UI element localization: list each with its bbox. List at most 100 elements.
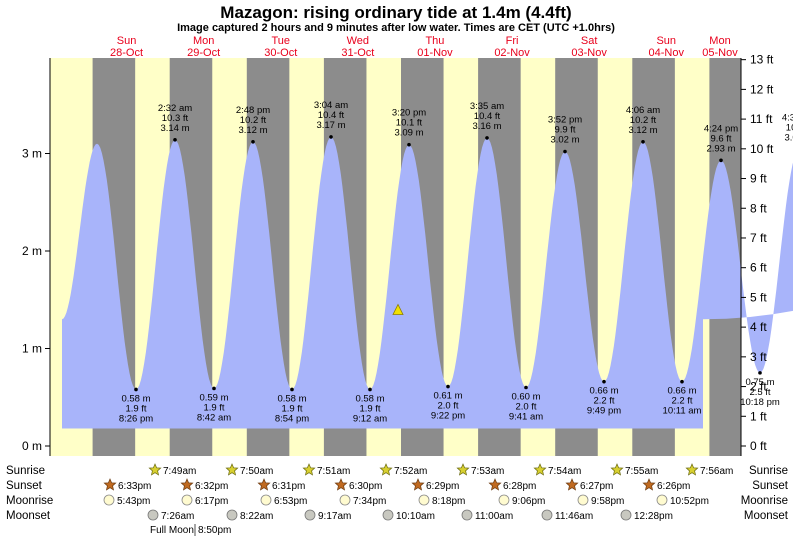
low-tide-time: 9:41 am xyxy=(509,412,543,423)
moonrise-time: 5:43pm xyxy=(117,496,150,507)
sunrise-icon xyxy=(456,463,470,476)
moonset-icon xyxy=(541,509,553,521)
right-tick-label: 13 ft xyxy=(750,53,774,67)
sunset-icon xyxy=(642,478,656,491)
low-tide-point xyxy=(134,387,138,392)
moonrise-icon xyxy=(260,494,272,506)
day-name: Sun xyxy=(117,35,137,47)
chart-subtitle: Image captured 2 hours and 9 minutes aft… xyxy=(177,22,615,34)
high-tide-point xyxy=(485,136,489,140)
low-tide-time: 10:11 am xyxy=(663,406,702,417)
left-tick-label: 0 m xyxy=(22,439,42,453)
row-label-left: Sunset xyxy=(6,480,43,492)
high-tide-ft: 10.3 ft xyxy=(162,113,189,124)
low-tide-point xyxy=(524,385,528,390)
low-tide-m: 0.60 m xyxy=(511,392,540,403)
sunrise-time: 7:51am xyxy=(317,466,350,477)
moonrise-time: 10:52pm xyxy=(670,496,709,507)
high-tide-time: 3:52 pm xyxy=(548,115,582,126)
moonrise-time: 9:58pm xyxy=(591,496,624,507)
row-label-right: Moonset xyxy=(744,510,789,522)
high-tide-ft: 9.6 ft xyxy=(710,133,731,144)
row-label-right: Moonrise xyxy=(741,495,788,507)
sunset-icon xyxy=(103,478,117,491)
high-tide-time: 3:35 am xyxy=(470,101,504,112)
row-label-left: Sunrise xyxy=(6,465,45,477)
sunrise-icon xyxy=(379,463,393,476)
low-tide-m: 0.59 m xyxy=(199,392,228,403)
full-moon-time: 8:50pm xyxy=(198,525,231,536)
day-name: Thu xyxy=(425,35,444,47)
row-label-left: Moonset xyxy=(6,510,51,522)
day-date: 04-Nov xyxy=(649,47,685,59)
right-tick-label: 3 ft xyxy=(750,350,767,364)
day-date: 02-Nov xyxy=(494,47,530,59)
tide-curve xyxy=(62,136,793,429)
sunset-time: 6:28pm xyxy=(503,481,536,492)
high-tide-ft: 10.2 ft xyxy=(240,115,267,126)
right-tick-label: 6 ft xyxy=(750,261,767,275)
moonrise-icon xyxy=(339,494,351,506)
moonrise-icon xyxy=(418,494,430,506)
low-tide-time: 10:18 pm xyxy=(740,397,780,408)
high-tide-ft: 10.4 ft xyxy=(474,111,501,122)
moonset-icon xyxy=(226,509,238,521)
sunrise-time: 7:52am xyxy=(394,466,427,477)
high-tide-m: 3.04 m xyxy=(784,133,793,144)
astro-table: Sunrise Sunrise Sunset Sunset Moonrise Moonri… xyxy=(6,463,789,536)
chart-title: Mazagon: rising ordinary tide at 1.4m (4… xyxy=(220,3,571,22)
moonset-time: 8:22am xyxy=(240,511,273,522)
low-tide-time: 9:49 pm xyxy=(587,406,621,417)
sunset-icon xyxy=(565,478,579,491)
moonrise-time: 8:18pm xyxy=(432,496,465,507)
high-tide-point xyxy=(407,142,411,147)
low-tide-time: 8:26 pm xyxy=(119,413,153,424)
low-tide-m: 0.58 m xyxy=(355,393,384,404)
high-tide-point xyxy=(641,140,645,144)
moonset-icon xyxy=(620,509,632,521)
low-tide-m: 0.61 m xyxy=(433,391,462,402)
low-tide-m: 0.58 m xyxy=(277,393,306,404)
sunset-time: 6:26pm xyxy=(657,481,690,492)
sunrise-icon xyxy=(302,463,316,476)
sunset-icon xyxy=(257,478,271,491)
low-tide-ft: 1.9 ft xyxy=(125,403,146,414)
moonrise-time: 9:06pm xyxy=(512,496,545,507)
sunrise-time: 7:53am xyxy=(471,466,504,477)
sunrise-icon xyxy=(225,463,239,476)
high-tide-time: 4:06 am xyxy=(626,105,660,116)
day-name: Wed xyxy=(347,35,369,47)
high-tide-m: 3.12 m xyxy=(628,125,657,136)
axes: 0 m 1 m 2 m 3 m 0 ft 1 ft 2 ft 3 ft 4 ft 5 ft 6 ft… xyxy=(22,53,774,456)
moonrise-time: 6:53pm xyxy=(274,496,307,507)
high-tide-point xyxy=(719,158,723,163)
high-tide-point xyxy=(329,135,333,139)
low-tide-ft: 1.9 ft xyxy=(281,403,302,414)
low-tide-ft: 2.2 ft xyxy=(593,396,614,407)
right-tick-label: 10 ft xyxy=(750,142,774,156)
moonset-icon xyxy=(461,509,473,521)
full-moon-label: Full Moon xyxy=(150,525,194,536)
high-tide-m: 3.02 m xyxy=(550,135,579,146)
moonrise-icon xyxy=(577,494,589,506)
right-tick-label: 11 ft xyxy=(750,112,773,126)
low-tide-point xyxy=(446,384,450,389)
sunset-time: 6:32pm xyxy=(195,481,228,492)
high-tide-time: 4:24 pm xyxy=(704,123,738,134)
day-date: 05-Nov xyxy=(702,47,738,59)
high-tide-ft: 10.0 ft xyxy=(786,123,793,134)
moonrise-icon xyxy=(498,494,510,506)
right-tick-label: 12 ft xyxy=(750,82,774,96)
sunset-icon xyxy=(334,478,348,491)
moonrise-icon xyxy=(103,494,115,506)
low-tide-ft: 2.0 ft xyxy=(437,401,458,412)
high-tide-m: 3.12 m xyxy=(238,125,267,136)
low-tide-point xyxy=(212,386,216,391)
right-tick-label: 5 ft xyxy=(750,290,767,304)
high-tide-time: 2:48 pm xyxy=(236,105,270,116)
low-tide-ft: 2.2 ft xyxy=(671,396,692,407)
moonset-icon xyxy=(147,509,159,521)
current-level-triangle xyxy=(392,303,404,315)
left-tick-label: 1 m xyxy=(22,342,42,356)
day-name: Mon xyxy=(193,35,214,47)
